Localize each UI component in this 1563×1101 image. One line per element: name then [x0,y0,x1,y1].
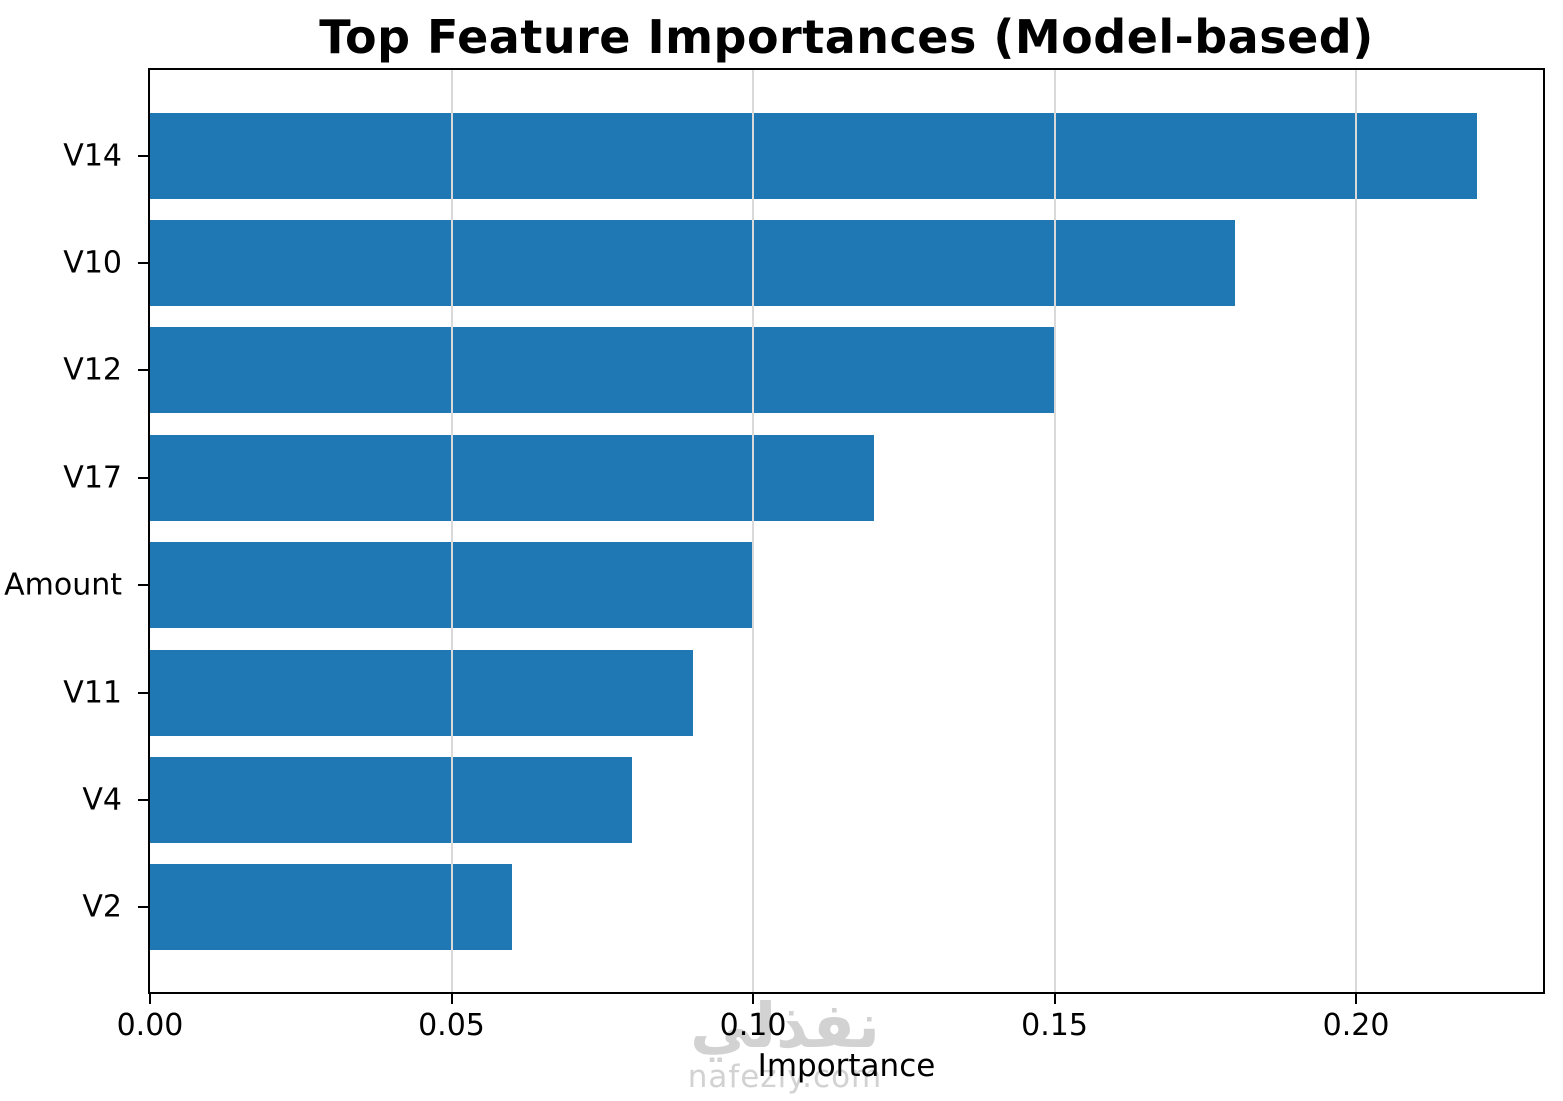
x-tick-mark [149,994,151,1004]
y-tick-mark [138,369,148,372]
y-tick-label-V10: V10 [63,245,122,281]
x-tick-label-0.05: 0.05 [418,1008,485,1043]
y-tick-label-V2: V2 [82,889,122,925]
y-tick-label-V11: V11 [63,675,122,711]
y-tick-mark [138,584,148,587]
plot-area [148,68,1545,994]
y-tick-mark [138,691,148,694]
x-axis-label: Importance [757,1048,936,1084]
gridline [450,70,453,992]
y-tick-mark [138,154,148,157]
x-tick-mark [1053,994,1056,1004]
gridline [1053,70,1056,992]
gridline [752,70,755,992]
bar-V14 [150,112,1477,199]
x-tick-label-0.10: 0.10 [719,1008,787,1043]
x-tick-label-0.00: 0.00 [116,1008,184,1043]
y-tick-mark [138,476,148,479]
bar-V12 [150,327,1055,414]
bar-V11 [150,649,693,736]
x-tick-mark [1355,994,1358,1004]
plot-inner [150,70,1543,992]
y-tick-label-V17: V17 [63,460,122,496]
y-tick-label-V14: V14 [63,138,122,174]
bar-V17 [150,434,874,521]
y-tick-label-V4: V4 [82,782,122,818]
bar-V10 [150,220,1236,307]
bar-V2 [150,864,512,951]
y-tick-label-Amount: Amount [4,567,122,603]
y-tick-mark [138,262,148,265]
y-tick-mark [138,798,148,801]
y-tick-mark [138,906,148,909]
chart-title: Top Feature Importances (Model-based) [319,10,1374,64]
gridline [1355,70,1358,992]
y-tick-label-V12: V12 [63,352,122,388]
x-tick-label-0.15: 0.15 [1021,1008,1088,1043]
y-axis: V14 V10 V12 V17 Amount V11 V4 V2 [0,70,148,992]
x-tick-mark [450,994,453,1004]
x-tick-mark [752,994,755,1004]
bar-V4 [150,756,633,843]
x-tick-label-0.20: 0.20 [1322,1008,1390,1043]
